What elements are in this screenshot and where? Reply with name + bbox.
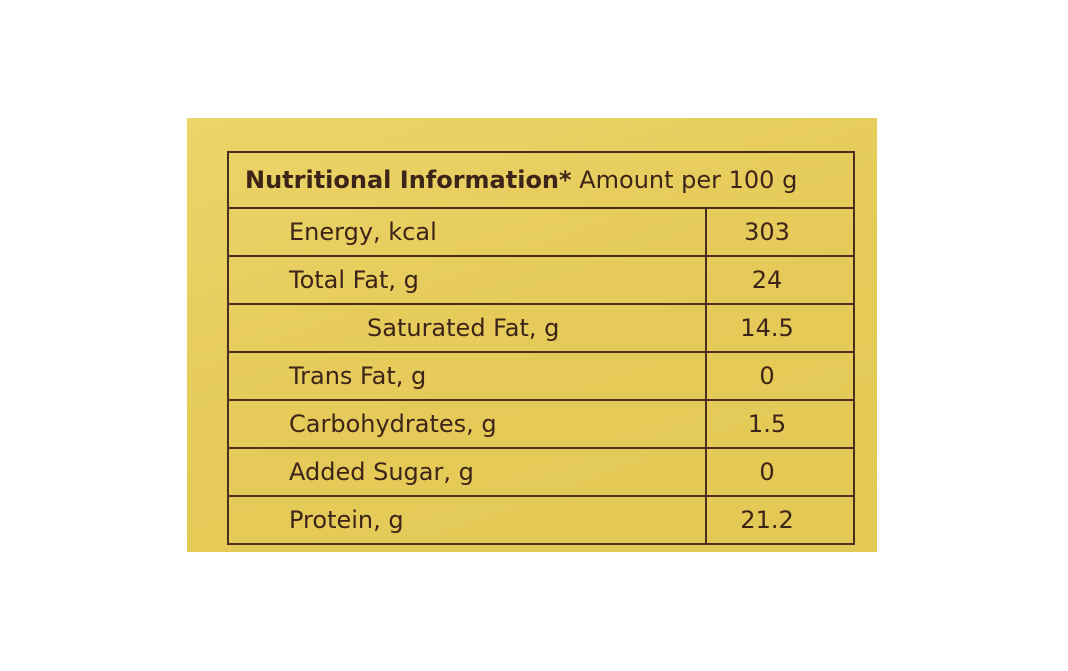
table-header-row: Nutritional Information* Amount per 100 … [227, 151, 855, 209]
table-row-carbohydrates: Carbohydrates, g 1.5 [226, 399, 855, 449]
table-row-saturated-fat: Saturated Fat, g 14.5 [226, 303, 855, 353]
nutrient-name: Saturated Fat, g [226, 303, 708, 353]
nutrient-value: 14.5 [705, 303, 855, 353]
nutrient-name: Protein, g [226, 495, 708, 545]
nutrient-name: Trans Fat, g [226, 351, 708, 401]
table-header-title: Nutritional Information* [245, 166, 572, 194]
table-row-protein: Protein, g 21.2 [226, 495, 855, 545]
nutrition-label-panel: Nutritional Information* Amount per 100 … [187, 118, 877, 552]
nutrition-table: Nutritional Information* Amount per 100 … [226, 151, 855, 545]
table-header: Nutritional Information* Amount per 100 … [227, 151, 855, 209]
table-header-subtitle: Amount per 100 g [571, 166, 798, 194]
table-row-energy: Energy, kcal 303 [226, 207, 855, 257]
nutrient-value: 303 [705, 207, 855, 257]
nutrient-name: Added Sugar, g [226, 447, 708, 497]
nutrient-value: 0 [705, 447, 855, 497]
table-row-total-fat: Total Fat, g 24 [226, 255, 855, 305]
nutrient-name: Carbohydrates, g [226, 399, 708, 449]
nutrient-name: Total Fat, g [226, 255, 708, 305]
nutrient-value: 21.2 [705, 495, 855, 545]
nutrient-value: 0 [705, 351, 855, 401]
table-row-added-sugar: Added Sugar, g 0 [226, 447, 855, 497]
nutrient-name: Energy, kcal [226, 207, 708, 257]
nutrient-value: 24 [705, 255, 855, 305]
nutrient-value: 1.5 [705, 399, 855, 449]
table-row-trans-fat: Trans Fat, g 0 [226, 351, 855, 401]
